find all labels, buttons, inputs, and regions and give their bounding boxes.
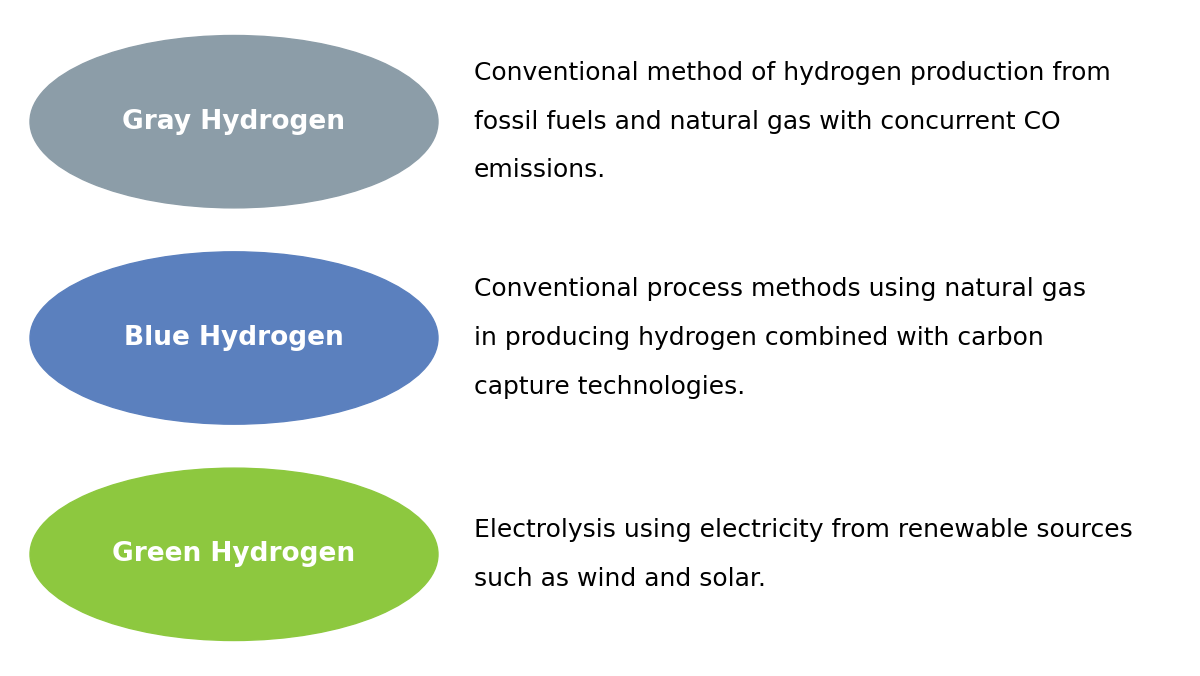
Text: emissions.: emissions. — [474, 158, 606, 183]
Text: Conventional process methods using natural gas: Conventional process methods using natur… — [474, 277, 1086, 301]
Ellipse shape — [30, 468, 438, 641]
Text: capture technologies.: capture technologies. — [474, 375, 745, 399]
Ellipse shape — [30, 35, 438, 208]
Text: Blue Hydrogen: Blue Hydrogen — [124, 325, 344, 351]
Text: Gray Hydrogen: Gray Hydrogen — [122, 109, 346, 135]
Text: Electrolysis using electricity from renewable sources: Electrolysis using electricity from rene… — [474, 518, 1133, 542]
Ellipse shape — [30, 251, 438, 425]
Text: in producing hydrogen combined with carbon: in producing hydrogen combined with carb… — [474, 326, 1044, 350]
Text: Conventional method of hydrogen production from: Conventional method of hydrogen producti… — [474, 61, 1111, 85]
Text: fossil fuels and natural gas with concurrent CO: fossil fuels and natural gas with concur… — [474, 110, 1061, 134]
Text: Green Hydrogen: Green Hydrogen — [113, 541, 355, 567]
Text: such as wind and solar.: such as wind and solar. — [474, 566, 766, 591]
